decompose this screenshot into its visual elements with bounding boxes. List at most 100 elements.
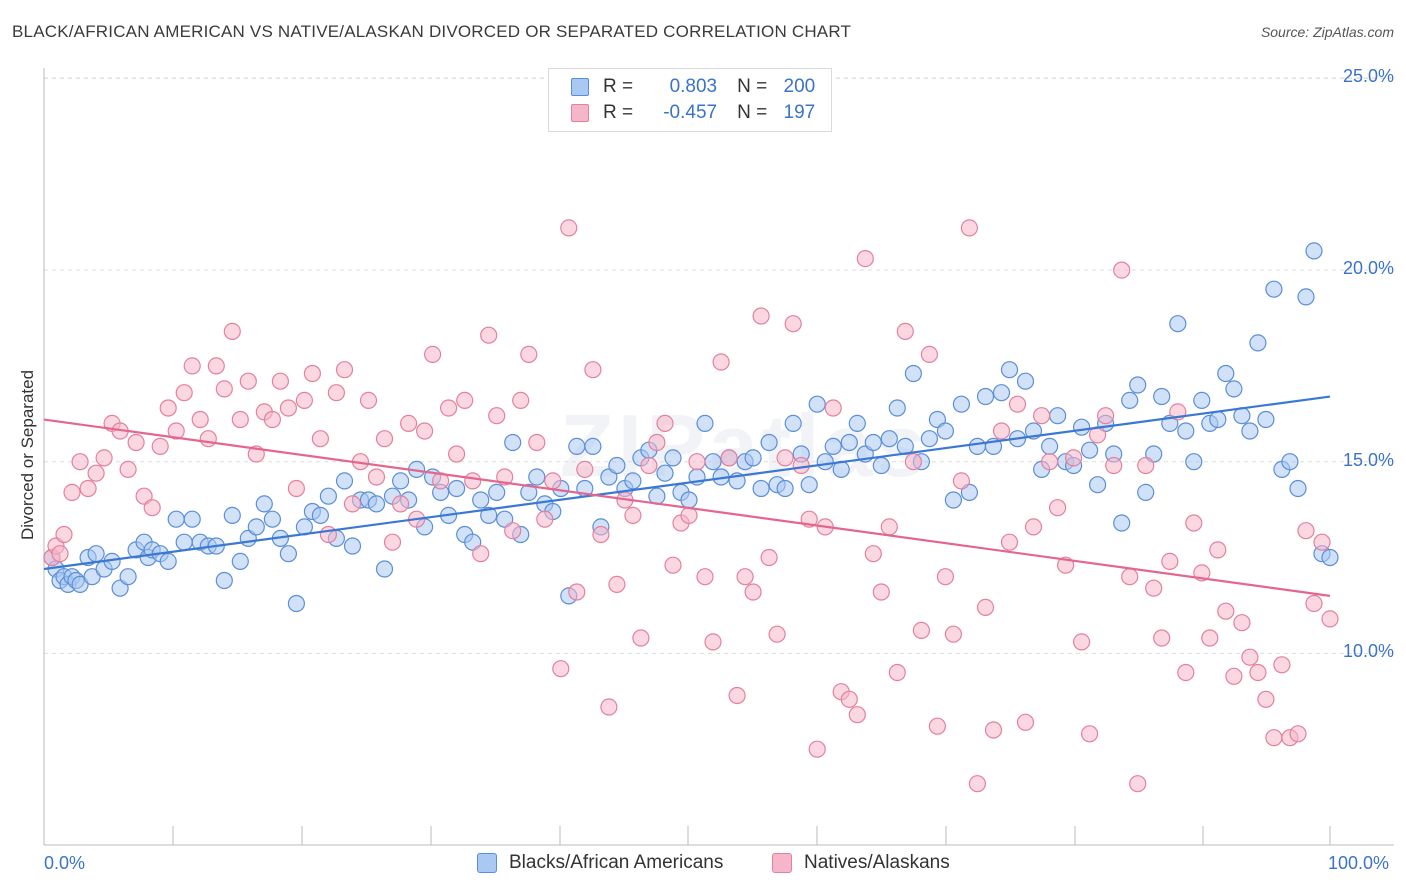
point-blacks xyxy=(263,510,281,528)
point-natives xyxy=(231,410,249,429)
point-natives xyxy=(1000,533,1019,551)
y-tick-label: 10.0% xyxy=(1342,641,1394,662)
point-blacks xyxy=(808,395,826,413)
legend-n-value: 197 xyxy=(783,102,816,123)
point-natives xyxy=(840,690,858,708)
point-blacks xyxy=(776,479,794,498)
point-blacks xyxy=(624,472,642,490)
point-natives xyxy=(752,307,770,325)
point-blacks xyxy=(760,433,778,452)
point-natives xyxy=(1121,568,1139,586)
point-natives xyxy=(143,499,161,517)
point-natives xyxy=(936,568,955,586)
point-natives xyxy=(600,698,618,716)
point-natives xyxy=(1137,456,1155,475)
point-natives xyxy=(496,468,514,486)
point-blacks xyxy=(744,449,762,467)
point-blacks xyxy=(1249,334,1267,352)
axes xyxy=(43,68,1394,846)
point-blacks xyxy=(1088,476,1107,494)
point-natives xyxy=(79,479,97,498)
point-natives xyxy=(488,407,506,425)
point-natives xyxy=(1209,541,1227,559)
point-blacks xyxy=(944,491,963,509)
point-natives xyxy=(215,380,233,398)
point-natives xyxy=(1145,579,1163,597)
point-blacks xyxy=(1048,407,1067,425)
point-blacks xyxy=(904,364,923,383)
point-natives xyxy=(1072,633,1091,651)
point-natives xyxy=(287,479,305,498)
point-natives xyxy=(720,449,738,467)
bottom-legend-label-pink: Natives/Alaskans xyxy=(804,852,950,873)
point-blacks xyxy=(1000,361,1019,379)
point-blacks xyxy=(279,545,297,563)
point-natives xyxy=(279,399,297,417)
point-natives xyxy=(51,545,69,563)
point-natives xyxy=(335,361,354,379)
point-natives xyxy=(55,525,73,544)
point-blacks xyxy=(175,533,193,551)
point-blacks xyxy=(752,479,770,498)
point-blacks xyxy=(680,491,698,509)
point-natives xyxy=(303,364,321,383)
point-natives xyxy=(424,345,442,363)
point-natives xyxy=(520,345,538,363)
point-natives xyxy=(584,361,602,379)
point-natives xyxy=(640,456,658,475)
point-blacks xyxy=(480,506,498,525)
point-blacks xyxy=(800,476,818,494)
point-natives xyxy=(151,437,169,455)
bottom-legend-blue: Blacks/African Americans xyxy=(477,852,723,874)
point-natives xyxy=(95,449,113,467)
point-natives xyxy=(119,460,137,478)
point-blacks xyxy=(784,414,802,432)
point-blacks xyxy=(1185,453,1203,471)
point-blacks xyxy=(83,568,101,586)
point-natives xyxy=(1008,395,1027,413)
point-natives xyxy=(1305,594,1323,613)
point-natives xyxy=(1096,407,1115,425)
point-natives xyxy=(343,495,362,513)
point-blacks xyxy=(992,384,1011,402)
point-natives xyxy=(632,629,650,647)
y-tick-label: 20.0% xyxy=(1342,258,1394,279)
point-blacks xyxy=(231,552,249,571)
legend-row-blue: R = 0.803 N = 200 xyxy=(571,75,815,99)
point-natives xyxy=(319,525,337,544)
point-blacks xyxy=(880,430,898,448)
point-natives xyxy=(159,399,177,417)
bottom-legend-label-blue: Blacks/African Americans xyxy=(509,852,724,873)
point-natives xyxy=(1113,261,1131,279)
point-blacks xyxy=(319,487,337,505)
trend-line-natives xyxy=(43,418,1331,597)
point-natives xyxy=(1185,514,1203,532)
point-blacks xyxy=(1016,372,1035,390)
point-blacks xyxy=(223,506,241,525)
point-natives xyxy=(576,460,594,478)
point-natives xyxy=(1217,602,1235,620)
point-blacks xyxy=(936,422,955,440)
point-blacks xyxy=(1137,483,1155,501)
point-natives xyxy=(480,326,498,344)
point-blacks xyxy=(1153,387,1171,406)
legend-n-label: N = xyxy=(737,102,768,123)
point-natives xyxy=(848,706,866,724)
point-blacks xyxy=(1225,380,1243,398)
point-blacks xyxy=(920,430,939,448)
point-natives xyxy=(440,399,458,417)
point-natives xyxy=(592,525,610,544)
point-natives xyxy=(664,556,682,574)
point-natives xyxy=(1289,725,1307,743)
point-blacks xyxy=(824,437,842,455)
point-natives xyxy=(920,345,939,363)
point-natives xyxy=(175,384,193,402)
point-natives xyxy=(183,357,201,375)
point-blacks xyxy=(183,510,201,528)
point-natives xyxy=(864,545,882,563)
point-natives xyxy=(968,775,987,793)
point-blacks xyxy=(664,449,682,467)
point-blacks xyxy=(520,483,538,501)
point-natives xyxy=(1257,690,1275,708)
point-natives xyxy=(888,663,906,682)
